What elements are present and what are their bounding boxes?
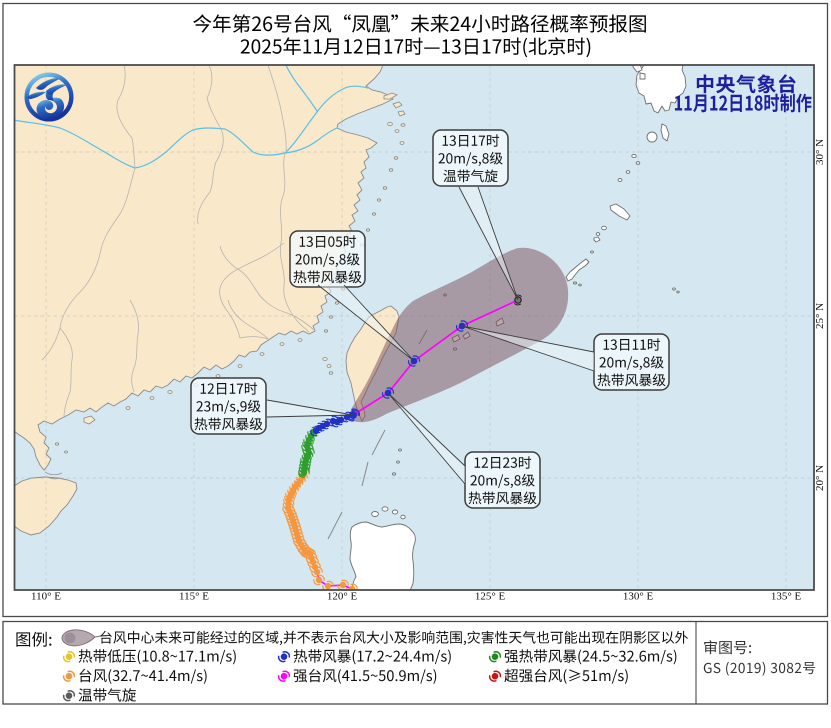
svg-text:130° E: 130° E: [623, 591, 654, 603]
svg-text:135° E: 135° E: [771, 591, 802, 603]
svg-text:125° E: 125° E: [475, 591, 506, 603]
svg-text:30° N: 30° N: [814, 139, 826, 165]
svg-text:25° N: 25° N: [814, 303, 826, 329]
svg-text:110° E: 110° E: [31, 591, 61, 603]
svg-text:115° E: 115° E: [179, 591, 209, 603]
svg-text:20° N: 20° N: [814, 465, 826, 491]
svg-text:120° E: 120° E: [327, 591, 358, 603]
